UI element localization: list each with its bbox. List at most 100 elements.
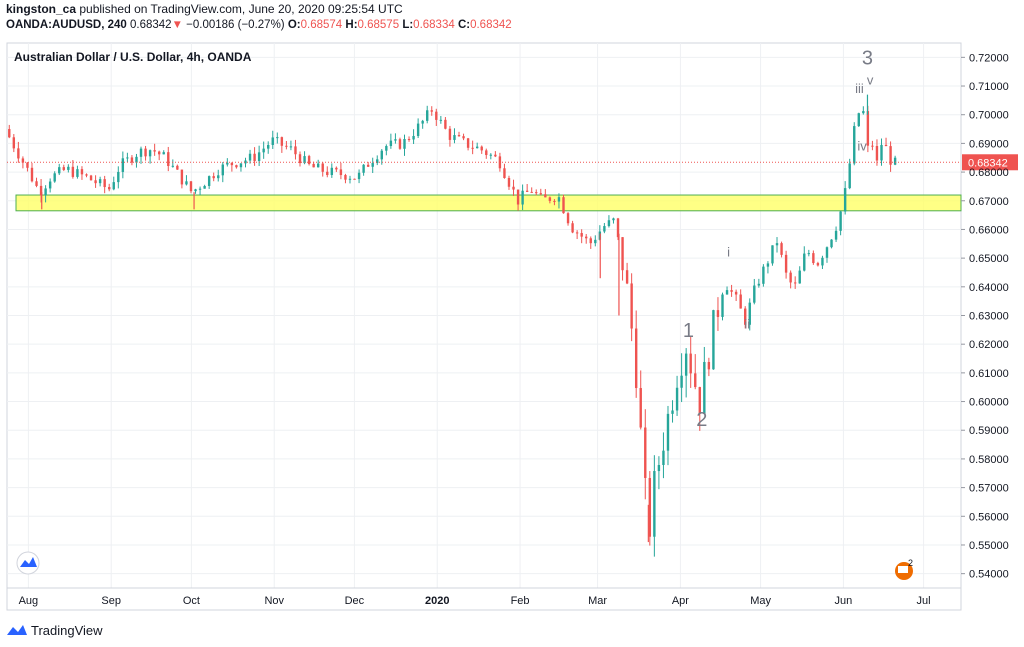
candle-body — [793, 282, 797, 284]
candle-body — [807, 253, 811, 255]
wave-label: 1 — [683, 320, 694, 342]
candle-body — [366, 164, 370, 167]
candle-body — [62, 167, 65, 170]
candle-body — [35, 181, 38, 186]
candle-body — [557, 197, 561, 202]
candle-body — [108, 187, 111, 190]
candle-body — [803, 253, 806, 271]
symbol-label[interactable]: OANDA:AUDUSD, 240 — [6, 19, 127, 31]
wave-label: i — [727, 245, 730, 260]
candle-body — [130, 157, 134, 163]
candle-body — [575, 232, 579, 234]
low-label: L: — [402, 19, 414, 31]
candle-body — [421, 120, 424, 124]
candle-body — [167, 152, 170, 166]
candle-body — [448, 128, 452, 140]
candle-body — [307, 156, 311, 164]
candle-body — [53, 173, 56, 182]
x-tick-label: Oct — [183, 595, 200, 607]
candle-body — [262, 148, 265, 153]
candle-body — [194, 189, 197, 192]
tradingview-logo-icon — [7, 625, 27, 635]
candle-body — [789, 272, 792, 283]
candle-body — [44, 188, 47, 196]
candle-body — [398, 139, 402, 149]
event-flag-icon[interactable]: 2 — [895, 558, 913, 580]
candle-body — [444, 119, 447, 129]
candle-body — [621, 237, 624, 271]
candle-body — [475, 146, 479, 149]
wave-label: iv — [857, 139, 867, 154]
candle-body — [316, 163, 320, 168]
candle-body — [235, 165, 238, 168]
candle-body — [762, 266, 765, 284]
candle-body — [703, 361, 706, 414]
candle-body — [875, 145, 879, 161]
support-zone-rect[interactable] — [15, 194, 962, 212]
candle-body — [39, 185, 43, 196]
candle-body — [489, 154, 493, 156]
wave-label: iii — [855, 81, 864, 96]
price-label-box — [962, 154, 1018, 171]
candle-body — [353, 178, 356, 180]
candle-body — [217, 175, 220, 179]
candle-body — [412, 135, 415, 140]
candle-body — [530, 191, 533, 193]
candle-body — [244, 160, 247, 164]
candle-body — [634, 328, 638, 389]
candle-body — [239, 163, 243, 168]
candle-body — [648, 477, 652, 537]
candle-body — [698, 387, 701, 414]
candle-body — [76, 169, 79, 177]
candle-body — [344, 175, 347, 180]
candle-body — [203, 185, 206, 189]
candle-body — [889, 146, 892, 165]
candle-body — [893, 157, 897, 165]
candle-body — [644, 427, 647, 478]
candle-body — [516, 189, 520, 205]
footer-brand[interactable]: TradingView — [31, 622, 103, 638]
candle-body — [326, 171, 329, 176]
candle-body — [585, 236, 588, 239]
candle-body — [416, 123, 420, 136]
candle-body — [553, 200, 556, 202]
candle-body — [21, 158, 25, 163]
candle-body — [276, 137, 279, 139]
candle-body — [439, 119, 443, 121]
y-tick-label: 0.64000 — [969, 282, 1009, 294]
candle-body — [539, 193, 542, 195]
y-tick-label: 0.57000 — [969, 483, 1009, 495]
candle-body — [176, 165, 179, 170]
candle-body — [12, 137, 16, 149]
candle-body — [839, 211, 842, 231]
candle-body — [457, 135, 461, 137]
candle-body — [221, 164, 224, 176]
candle-body — [607, 220, 611, 227]
candle-body — [117, 171, 120, 183]
candle-body — [880, 144, 883, 161]
candle-body — [148, 150, 152, 157]
y-tick-label: 0.65000 — [969, 253, 1009, 265]
candle-body — [784, 254, 788, 273]
y-tick-label: 0.54000 — [969, 569, 1009, 581]
candle-body — [376, 159, 379, 164]
candle-body — [753, 285, 756, 303]
y-tick-label: 0.56000 — [969, 511, 1009, 523]
candle-body — [503, 168, 506, 179]
y-tick-label: 0.61000 — [969, 368, 1009, 380]
price-axis[interactable]: 0.72000 0.71000 0.70000 0.69000 0.68000 0.670… — [961, 52, 1009, 581]
candle-body — [485, 150, 488, 156]
x-tick-label: Dec — [345, 595, 365, 607]
price-change: −0.00186 (−0.27%) — [186, 19, 285, 31]
candle-body — [512, 186, 515, 190]
close-value: 0.68342 — [470, 19, 512, 31]
author-name[interactable]: kingston_ca — [6, 2, 77, 16]
candle-body — [198, 188, 202, 190]
open-value: 0.68574 — [300, 19, 343, 31]
candle-body — [435, 111, 438, 120]
time-axis[interactable]: Aug Sep Oct Nov Dec 2020 Feb Mar Apr May Jun Jul — [7, 587, 961, 607]
high-label: H: — [345, 19, 358, 31]
candle-body — [830, 239, 833, 248]
